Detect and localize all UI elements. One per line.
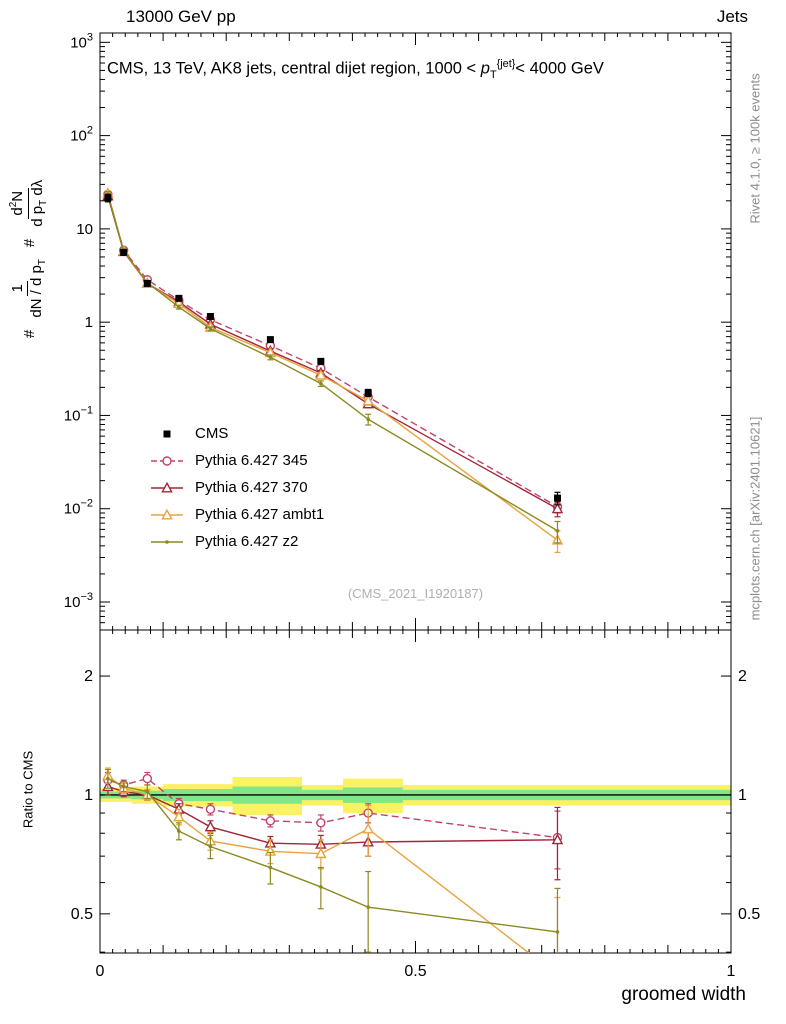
svg-text:0.5: 0.5 — [71, 906, 93, 923]
legend-marker-triangle-open-icon — [151, 481, 183, 492]
legend-item-pyz2: Pythia 6.427 z2 — [148, 528, 324, 555]
plot-title-text: CMS, 13 TeV, AK8 jets, central dijet reg… — [107, 59, 477, 78]
y-label-den1-text: dN / d p — [28, 265, 46, 318]
mcplots-attribution-note: mcplots.cern.ch [arXiv:2401.10621] — [747, 416, 763, 621]
legend-marker-circle-open-icon — [151, 455, 183, 466]
plot-title: CMS, 13 TeV, AK8 jets, central dijet reg… — [107, 58, 604, 81]
y-label-hash-1: # — [20, 329, 38, 338]
svg-text:1: 1 — [84, 787, 93, 804]
beam-energy-label: 13000 GeV pp — [126, 7, 236, 26]
svg-text:103: 103 — [70, 31, 93, 51]
y-label-numerator-1: 1 — [8, 281, 29, 296]
svg-text:10−1: 10−1 — [64, 404, 93, 424]
pt-subscript: T — [489, 68, 497, 81]
legend-item-py370: Pythia 6.427 370 — [148, 474, 324, 501]
y-label-denominator-2: d pT dλ — [29, 180, 50, 227]
svg-text:0: 0 — [96, 963, 105, 980]
svg-text:1: 1 — [727, 963, 736, 980]
y-label-hash-2: # — [20, 238, 38, 248]
y-label-den2-a: d p — [28, 205, 46, 227]
ratio-uncertainty-bands — [100, 777, 731, 815]
y-label-denominator-1: dN / d pT — [28, 259, 49, 318]
y-label-num2-sup: 2 — [8, 201, 19, 208]
svg-text:0.5: 0.5 — [404, 963, 426, 980]
legend-label: Pythia 6.427 345 — [195, 452, 308, 469]
plot-title-text-2: < 4000 GeV — [515, 59, 604, 78]
legend: CMS Pythia 6.427 345 Pythia 6.427 370 Pythi… — [148, 420, 324, 555]
svg-text:10: 10 — [76, 221, 93, 238]
legend-item-pyambt1: Pythia 6.427 ambt1 — [148, 501, 324, 528]
legend-item-py345: Pythia 6.427 345 — [148, 447, 324, 474]
legend-marker-triangle-open-icon — [151, 508, 183, 519]
svg-text:1: 1 — [85, 314, 93, 331]
legend-label: Pythia 6.427 ambt1 — [195, 506, 325, 523]
ratio-series-pyz2 — [104, 768, 561, 953]
rivet-version-note: Rivet 4.1.0, ≥ 100k events — [747, 73, 763, 224]
main-y-axis-label: # 1 dN / d pT # d2N d pT dλ — [8, 180, 50, 338]
main-series-cms — [104, 193, 561, 506]
svg-text:1: 1 — [738, 787, 747, 804]
y-label-num2-b: N — [9, 190, 26, 202]
y-label-numerator-2: d2N — [8, 187, 29, 219]
legend-marker-square-filled-icon — [163, 430, 171, 437]
legend-marker-dot-filled-icon — [151, 539, 183, 544]
svg-text:102: 102 — [70, 125, 93, 145]
pt-variable: p — [480, 59, 490, 78]
pt-superscript: {jet} — [496, 58, 516, 70]
analysis-group-label: Jets — [716, 7, 748, 26]
legend-label: CMS — [195, 425, 229, 442]
legend-label: Pythia 6.427 370 — [195, 479, 308, 496]
y-label-den2-sub: T — [37, 199, 49, 206]
ratio-y-axis-label: Ratio to CMS — [20, 750, 36, 829]
analysis-id-watermark: (CMS_2021_I1920187) — [347, 586, 484, 601]
axis-ticks — [99, 33, 732, 953]
svg-text:0.5: 0.5 — [738, 906, 760, 923]
y-label-den2-c: dλ — [28, 179, 46, 200]
y-label-den1-sub: T — [37, 259, 49, 266]
x-axis-label: groomed width — [621, 984, 746, 1005]
svg-text:10−2: 10−2 — [64, 498, 93, 518]
y-label-fraction-2: d2N d pT dλ — [8, 180, 50, 227]
svg-text:2: 2 — [738, 668, 747, 685]
legend-item-cms: CMS — [148, 420, 324, 447]
y-label-fraction-1: 1 dN / d pT — [8, 259, 50, 318]
svg-text:2: 2 — [84, 668, 93, 685]
svg-text:10−3: 10−3 — [64, 591, 93, 611]
legend-label: Pythia 6.427 z2 — [195, 533, 299, 550]
y-label-num2-a: d — [9, 207, 26, 216]
